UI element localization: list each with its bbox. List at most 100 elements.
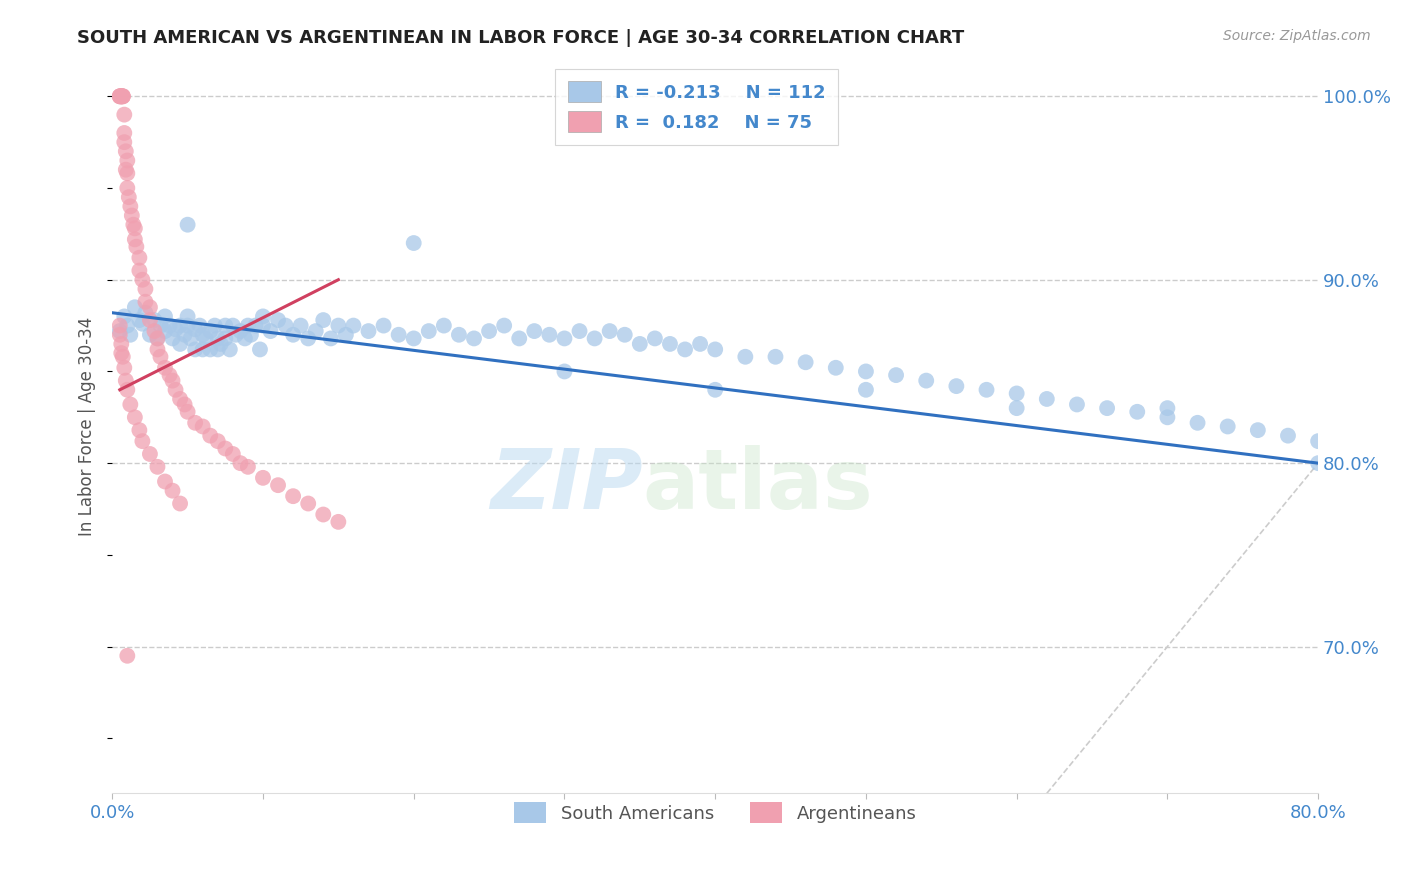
Point [267,313,290,327]
Point [184,343,207,357]
Point [108,89,131,103]
Point [159,368,181,383]
Point [112,135,135,149]
Point [214,331,236,345]
Point [207,343,229,357]
Point [209,337,232,351]
Point [112,360,135,375]
Point [1005,386,1028,401]
Point [146,331,169,345]
Point [139,300,162,314]
Point [494,318,516,333]
Point [110,89,132,103]
Point [1216,419,1239,434]
Point [388,327,411,342]
Point [207,434,229,449]
Point [1308,456,1330,470]
Point [131,273,153,287]
Point [108,89,131,103]
Point [568,324,591,338]
Point [1066,397,1088,411]
Point [319,331,342,345]
Point [463,331,485,345]
Text: Source: ZipAtlas.com: Source: ZipAtlas.com [1223,29,1371,43]
Point [704,343,727,357]
Point [259,324,281,338]
Point [274,318,297,333]
Point [335,327,357,342]
Point [134,294,156,309]
Point [305,324,328,338]
Point [146,343,169,357]
Point [1126,405,1149,419]
Point [233,331,256,345]
Point [117,153,139,168]
Point [146,459,169,474]
Point [114,374,136,388]
Point [149,350,172,364]
Point [111,350,134,364]
Point [131,317,153,331]
Point [121,209,143,223]
Point [553,331,575,345]
Point [297,331,319,345]
Point [1095,401,1118,416]
Point [290,318,312,333]
Point [176,318,198,333]
Point [134,306,156,320]
Point [357,324,380,338]
Point [704,383,727,397]
Point [249,343,271,357]
Text: SOUTH AMERICAN VS ARGENTINEAN IN LABOR FORCE | AGE 30-34 CORRELATION CHART: SOUTH AMERICAN VS ARGENTINEAN IN LABOR F… [77,29,965,46]
Point [124,300,146,314]
Point [162,331,184,345]
Point [143,313,166,327]
Point [245,318,267,333]
Point [200,428,222,442]
Point [120,397,142,411]
Point [1187,416,1209,430]
Point [112,126,135,140]
Point [117,318,139,333]
Point [128,423,150,437]
Point [149,318,172,333]
Point [214,442,236,456]
Point [176,218,198,232]
Point [252,471,274,485]
Point [794,355,817,369]
Point [117,648,139,663]
Point [191,419,214,434]
Point [553,364,575,378]
Point [139,327,162,342]
Point [159,318,181,333]
Point [402,235,425,250]
Point [281,489,304,503]
Point [120,327,142,342]
Point [191,343,214,357]
Point [628,337,651,351]
Point [180,331,202,345]
Point [644,331,666,345]
Point [328,318,350,333]
Point [153,324,176,338]
Point [176,405,198,419]
Point [124,221,146,235]
Point [312,313,335,327]
Point [188,318,211,333]
Point [114,162,136,177]
Point [204,318,226,333]
Point [110,337,132,351]
Point [117,181,139,195]
Point [207,331,229,345]
Point [122,218,145,232]
Text: atlas: atlas [643,445,873,525]
Point [1036,392,1059,406]
Point [134,282,156,296]
Point [229,456,252,470]
Point [218,343,240,357]
Point [125,240,148,254]
Point [124,410,146,425]
Point [108,89,131,103]
Point [128,313,150,327]
Point [169,496,191,510]
